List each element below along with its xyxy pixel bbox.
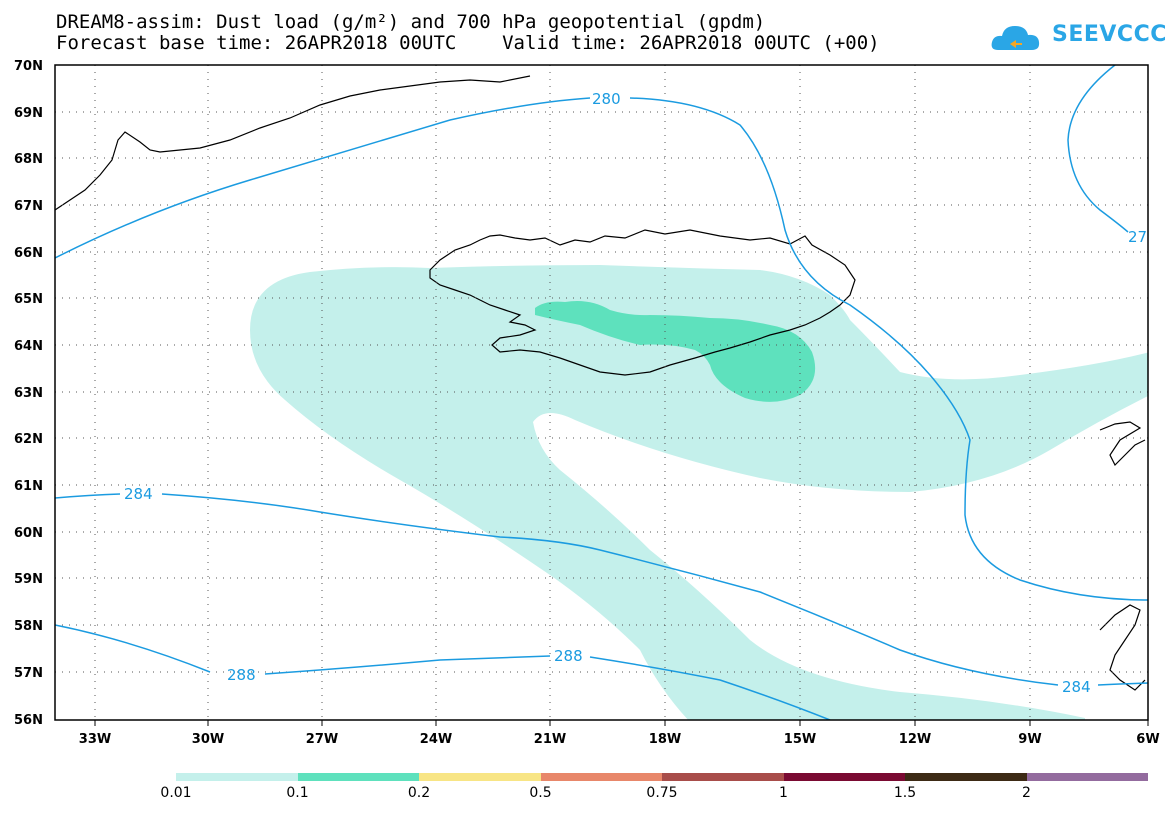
graticule: [55, 65, 1148, 720]
lon-label: 18W: [649, 732, 681, 747]
logo-text: SEEVCCC: [1052, 22, 1167, 47]
contour-288: [55, 624, 831, 720]
lon-label: 9W: [1018, 732, 1041, 747]
lat-label: 64N: [14, 339, 43, 354]
lat-label: 62N: [14, 432, 43, 447]
colorbar-label: 0.01: [160, 785, 192, 801]
contour-label-284: 284: [124, 485, 153, 503]
lat-label: 61N: [14, 479, 43, 494]
colorbar-segment: [1026, 773, 1148, 781]
colorbar-label: 0.2: [407, 785, 431, 801]
contour-label-280: 280: [592, 90, 621, 108]
contour-label-288: 288: [227, 666, 256, 684]
map-title: DREAM8-assim: Dust load (g/m²) and 700 h…: [56, 11, 766, 33]
colorbar-segment: [297, 773, 419, 781]
contour-27: [1067, 65, 1129, 233]
lon-label: 30W: [192, 732, 224, 747]
lat-label: 59N: [14, 572, 43, 587]
lat-label: 69N: [14, 106, 43, 121]
map-frame: [54, 64, 1149, 721]
geopotential-contours: [55, 65, 1148, 720]
lat-label: 63N: [14, 386, 43, 401]
lon-label: 24W: [420, 732, 452, 747]
colorbar-label: 1: [779, 785, 788, 801]
lat-label: 60N: [14, 526, 43, 541]
colorbar-label: 2: [1022, 785, 1031, 801]
lon-label: 21W: [534, 732, 566, 747]
lon-label: 15W: [784, 732, 816, 747]
contour-280: [55, 97, 1148, 601]
lon-label: 33W: [79, 732, 111, 747]
colorbar-segment: [905, 773, 1027, 781]
lat-label: 57N: [14, 666, 43, 681]
dust-plume-mid: [535, 301, 816, 402]
lat-label: 58N: [14, 619, 43, 634]
lat-label: 65N: [14, 292, 43, 307]
contour-284-upper: [55, 493, 1148, 686]
lat-label: 67N: [14, 199, 43, 214]
lat-label: 66N: [14, 246, 43, 261]
map-subtitle: Forecast base time: 26APR2018 00UTC Vali…: [56, 32, 880, 54]
colorbar-segment: [419, 773, 541, 781]
lat-label: 56N: [14, 713, 43, 728]
colorbar-label: 0.75: [646, 785, 678, 801]
colorbar-label: 0.1: [286, 785, 309, 801]
colorbar-segment: [540, 773, 662, 781]
contour-label-27: 27: [1128, 228, 1147, 246]
colorbar-label: 1.5: [893, 785, 917, 801]
contour-label-284: 284: [1062, 678, 1091, 696]
lon-label: 27W: [306, 732, 338, 747]
lon-label: 6W: [1136, 732, 1159, 747]
colorbar-segment: [176, 773, 298, 781]
colorbar-segment: [662, 773, 784, 781]
coastlines: [55, 75, 1146, 691]
dust-plume-low: [250, 265, 1148, 720]
lat-label: 70N: [14, 59, 43, 74]
colorbar-segment: [783, 773, 905, 781]
contour-label-288: 288: [554, 647, 583, 665]
lon-label: 12W: [899, 732, 931, 747]
colorbar-label: 0.5: [529, 785, 552, 801]
cloud-icon: [991, 26, 1040, 50]
lat-label: 68N: [14, 152, 43, 167]
